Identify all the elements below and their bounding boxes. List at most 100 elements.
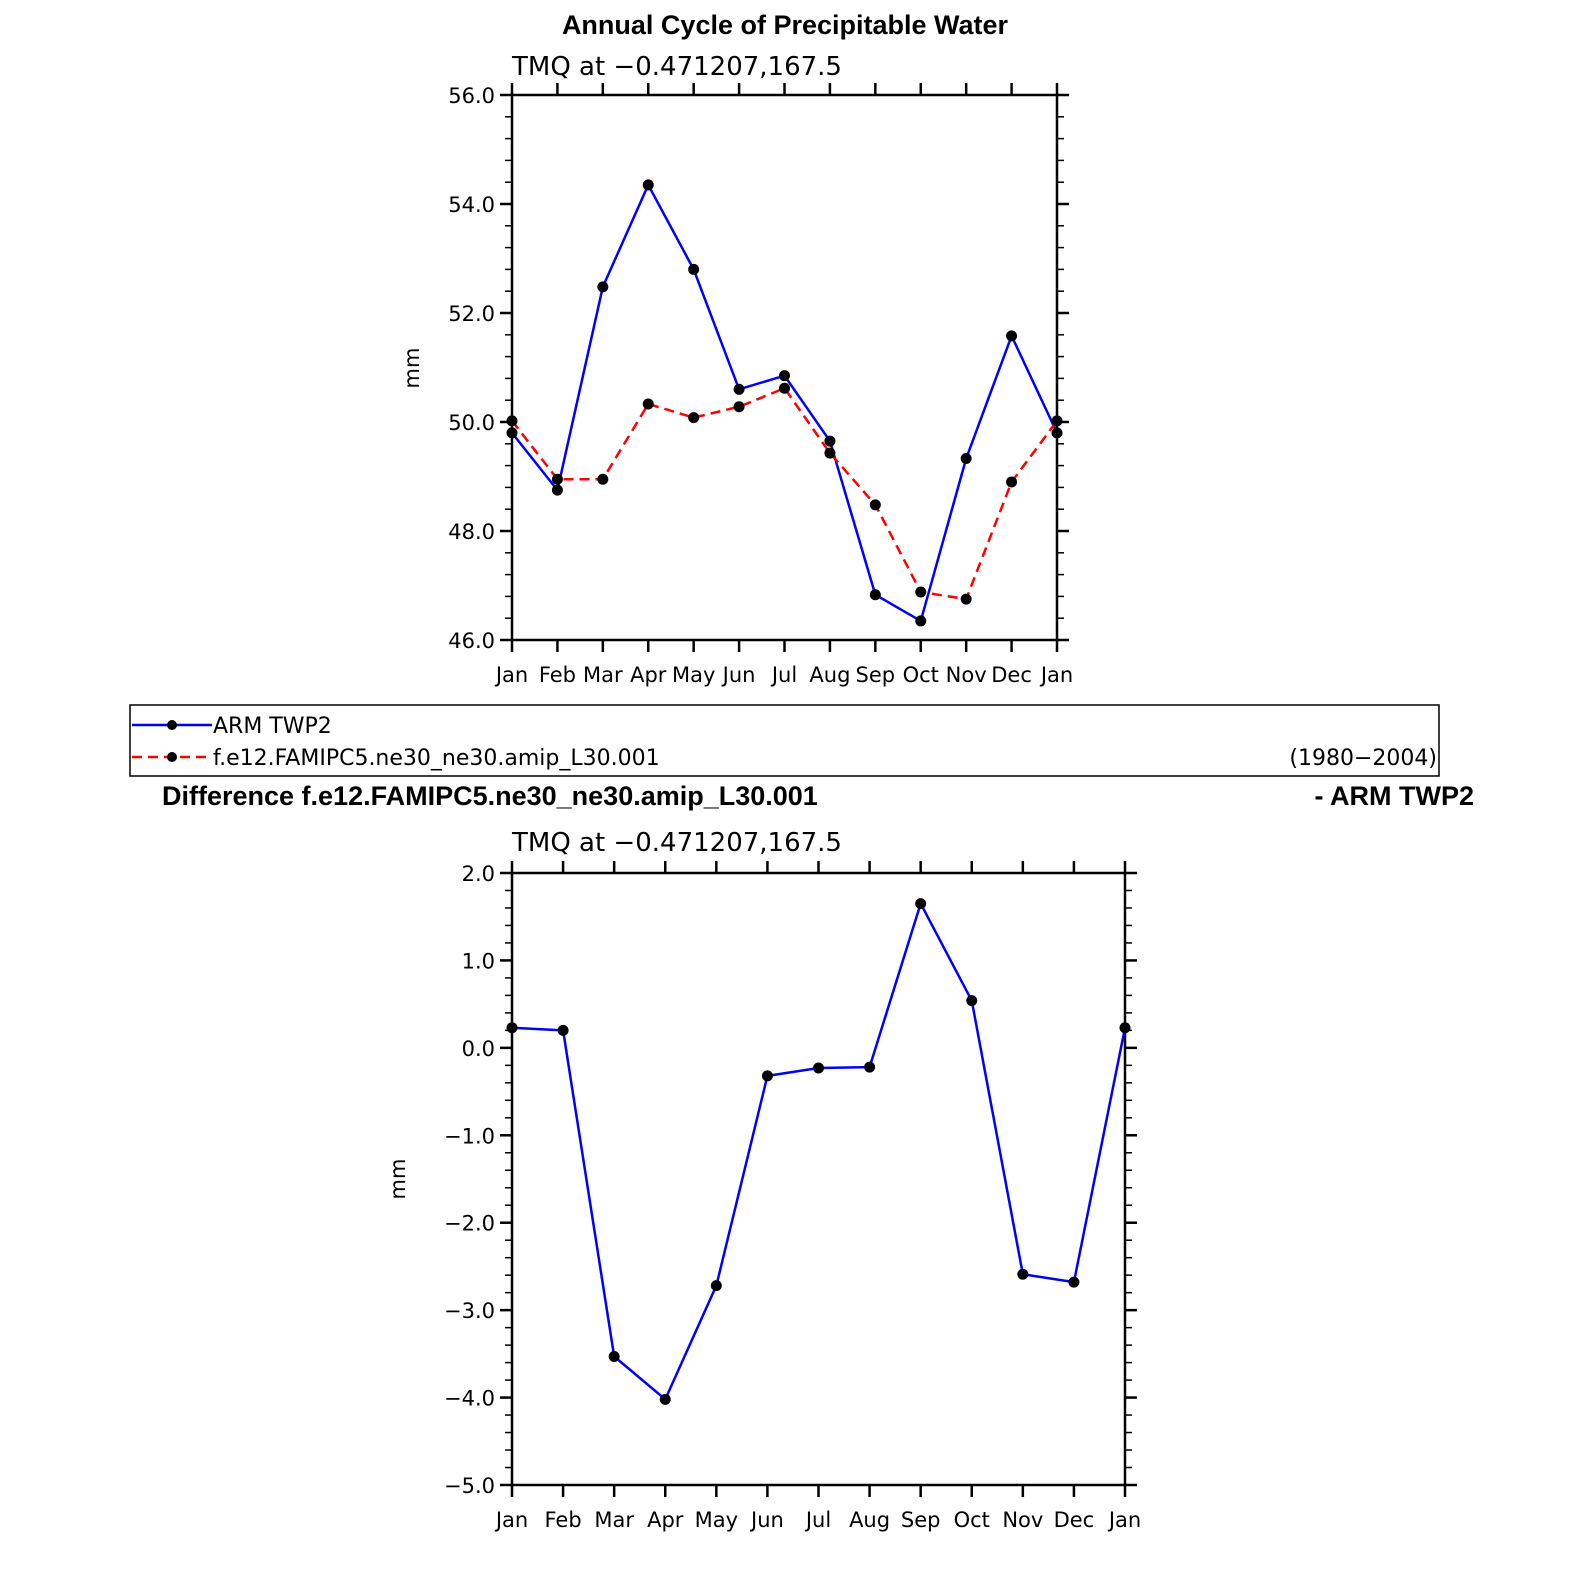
x-tick-label: May [695, 1508, 738, 1532]
chart-title: Annual Cycle of Precipitable Water [562, 10, 1009, 40]
data-point [869, 589, 881, 601]
data-point [761, 1070, 773, 1082]
x-tick-label: Feb [544, 1508, 581, 1532]
data-point [1006, 476, 1018, 488]
y-tick-label: 56.0 [448, 84, 495, 108]
x-tick-label: Jun [721, 663, 756, 687]
chart-subtitle: TMQ at −0.471207,167.5 [511, 52, 842, 82]
data-point [551, 484, 563, 496]
data-point [1119, 1022, 1131, 1034]
data-point [733, 401, 745, 413]
x-tick-label: Jan [494, 1508, 528, 1532]
x-tick-label: Nov [1002, 1508, 1043, 1532]
y-tick-label: 46.0 [448, 629, 495, 653]
data-point [659, 1393, 671, 1405]
data-point [966, 995, 978, 1007]
data-point [597, 281, 609, 293]
x-tick-label: Jan [494, 663, 528, 687]
data-point [710, 1280, 722, 1292]
data-point [1051, 427, 1063, 439]
data-point [1006, 330, 1018, 342]
legend: ARM TWP2 f.e12.FAMIPC5.ne30_ne30.amip_L3… [129, 704, 1440, 777]
x-tick-label: Oct [903, 663, 939, 687]
legend-marker-arm [167, 720, 177, 730]
y-tick-label: 52.0 [448, 302, 495, 326]
series-line-1 [511, 386, 1059, 601]
data-point [608, 1350, 620, 1362]
legend-label-model: f.e12.FAMIPC5.ne30_ne30.amip_L30.001 [213, 746, 660, 771]
series-line-0 [511, 183, 1059, 623]
x-tick-label: Jul [770, 663, 797, 687]
data-point [869, 499, 881, 511]
x-tick-label: Sep [901, 1508, 941, 1532]
y-tick-label: −3.0 [444, 1299, 495, 1323]
data-point [779, 382, 790, 394]
annual-cycle-chart: Annual Cycle of Precipitable Water TMQ a… [400, 10, 1073, 687]
data-point [506, 427, 518, 439]
x-tick-label: Nov [946, 663, 987, 687]
data-point [1068, 1276, 1080, 1288]
x-tick-label: Aug [849, 1508, 890, 1532]
data-point [733, 383, 745, 395]
data-point [915, 898, 927, 910]
legend-item-arm: ARM TWP2 [132, 714, 332, 739]
legend-item-model: f.e12.FAMIPC5.ne30_ne30.amip_L30.001 [132, 746, 660, 771]
y-tick-label: 50.0 [448, 411, 495, 435]
data-point [915, 586, 927, 598]
data-point [642, 179, 654, 191]
data-point [960, 593, 972, 605]
series-line-0 [511, 902, 1127, 1401]
difference-title-right: - ARM TWP2 [1315, 781, 1474, 811]
y-axis-label: mm [400, 348, 424, 389]
x-tick-label: Mar [594, 1508, 634, 1532]
data-point [779, 370, 790, 382]
plot-frame [510, 871, 1127, 1487]
x-tick-label: Jun [749, 1508, 784, 1532]
difference-chart: Difference f.e12.FAMIPC5.ne30_ne30.amip_… [162, 781, 1474, 1532]
y-tick-label: −5.0 [444, 1474, 495, 1498]
data-point [597, 473, 609, 485]
x-tick-label: Dec [991, 663, 1032, 687]
x-tick-label: Apr [630, 663, 667, 687]
data-point [642, 398, 654, 410]
data-point [864, 1061, 876, 1073]
data-point [506, 415, 518, 427]
plot-frame [510, 93, 1059, 642]
y-tick-label: −2.0 [444, 1212, 495, 1236]
x-tick-label: Jul [804, 1508, 831, 1532]
chart-subtitle: TMQ at −0.471207,167.5 [511, 828, 842, 858]
data-point [960, 453, 972, 465]
data-point [1017, 1268, 1029, 1280]
y-tick-label: 48.0 [448, 520, 495, 544]
data-point [688, 263, 700, 275]
legend-label-arm: ARM TWP2 [213, 714, 332, 739]
x-tick-label: Mar [583, 663, 623, 687]
x-tick-label: Jan [1107, 1508, 1141, 1532]
x-tick-label: Aug [809, 663, 850, 687]
data-point [824, 435, 836, 447]
data-point [813, 1062, 824, 1074]
data-point [915, 615, 927, 627]
x-tick-label: Apr [647, 1508, 684, 1532]
legend-period: (1980−2004) [1289, 746, 1437, 771]
y-tick-label: −1.0 [444, 1124, 495, 1148]
legend-box [129, 704, 1440, 777]
series-layer [506, 898, 1131, 1405]
y-tick-label: −4.0 [444, 1387, 495, 1411]
x-tick-label: Oct [954, 1508, 990, 1532]
x-tick-label: Jan [1039, 663, 1073, 687]
x-tick-label: Feb [539, 663, 576, 687]
x-tick-label: Dec [1054, 1508, 1095, 1532]
x-tick-label: Sep [856, 663, 896, 687]
y-tick-label: 54.0 [448, 193, 495, 217]
x-tick-label: May [672, 663, 715, 687]
data-point [688, 412, 700, 424]
legend-marker-model [167, 752, 177, 762]
plot-axes: −5.0 −4.0 −3.0 −2.0 −1.0 0.0 1.0 2.0 Jan Feb Mar Ap… [444, 861, 1141, 1532]
y-tick-label: 2.0 [462, 862, 495, 886]
data-point [551, 473, 563, 485]
data-point [506, 1022, 518, 1034]
data-point [1051, 415, 1063, 427]
